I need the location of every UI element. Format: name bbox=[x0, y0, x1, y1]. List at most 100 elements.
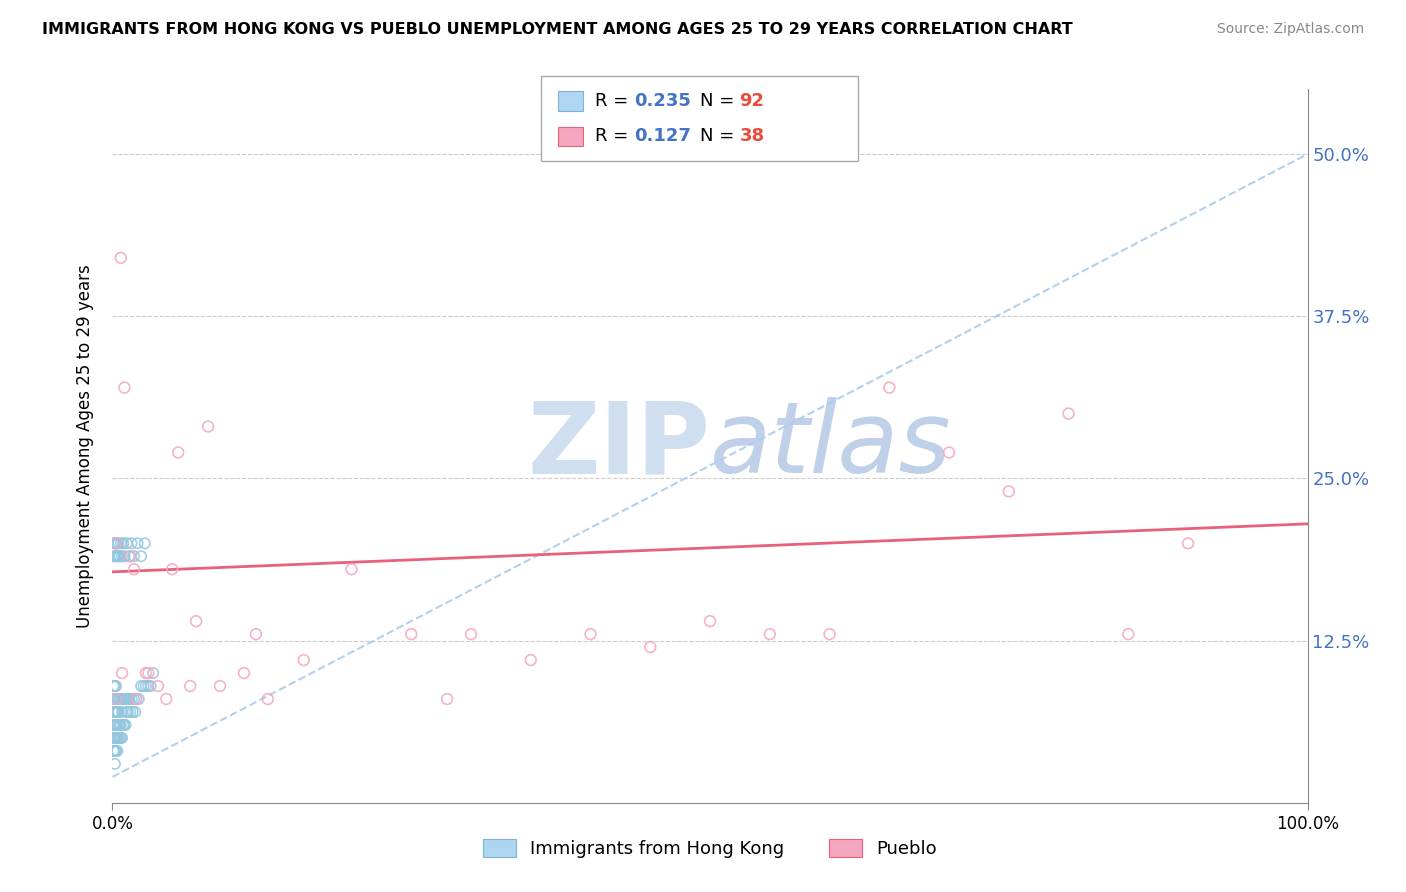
Point bbox=[135, 666, 157, 681]
Point bbox=[107, 731, 129, 745]
Point bbox=[122, 692, 145, 706]
Point bbox=[118, 549, 141, 564]
Point bbox=[103, 536, 125, 550]
Point bbox=[107, 549, 129, 564]
Point bbox=[1057, 407, 1080, 421]
Point bbox=[105, 731, 128, 745]
Y-axis label: Unemployment Among Ages 25 to 29 years: Unemployment Among Ages 25 to 29 years bbox=[76, 264, 94, 628]
Point bbox=[103, 549, 125, 564]
Point bbox=[257, 692, 280, 706]
Point bbox=[998, 484, 1021, 499]
Point bbox=[104, 679, 127, 693]
Point bbox=[111, 731, 134, 745]
Point bbox=[186, 614, 208, 628]
Point bbox=[128, 692, 150, 706]
Point bbox=[292, 653, 315, 667]
Text: R =: R = bbox=[595, 128, 634, 145]
Point bbox=[103, 718, 125, 732]
Point bbox=[104, 549, 127, 564]
Point bbox=[197, 419, 219, 434]
Point bbox=[146, 679, 169, 693]
Point bbox=[108, 549, 131, 564]
Point bbox=[111, 692, 134, 706]
Point bbox=[103, 731, 125, 745]
Point bbox=[117, 692, 139, 706]
Point bbox=[110, 692, 132, 706]
Point bbox=[103, 679, 125, 693]
Point bbox=[132, 679, 155, 693]
Point bbox=[112, 718, 135, 732]
Point bbox=[107, 536, 129, 550]
Point bbox=[115, 705, 138, 719]
Point bbox=[759, 627, 782, 641]
Point bbox=[233, 666, 256, 681]
Point bbox=[162, 562, 183, 576]
Point bbox=[108, 692, 131, 706]
Text: Source: ZipAtlas.com: Source: ZipAtlas.com bbox=[1216, 22, 1364, 37]
Text: 0.235: 0.235 bbox=[634, 92, 690, 110]
Point bbox=[121, 705, 143, 719]
Point bbox=[121, 536, 143, 550]
Point bbox=[105, 744, 128, 758]
Point bbox=[138, 679, 160, 693]
Point bbox=[112, 692, 135, 706]
Point bbox=[111, 549, 134, 564]
Point bbox=[114, 549, 135, 564]
Text: 92: 92 bbox=[740, 92, 765, 110]
Point bbox=[125, 692, 148, 706]
Point bbox=[118, 692, 141, 706]
Point bbox=[110, 731, 132, 745]
Point bbox=[135, 679, 157, 693]
Point bbox=[127, 536, 149, 550]
Point bbox=[105, 705, 128, 719]
Point bbox=[104, 705, 127, 719]
Point bbox=[104, 718, 127, 732]
Point bbox=[105, 692, 128, 706]
Point bbox=[104, 536, 127, 550]
Legend: Immigrants from Hong Kong, Pueblo: Immigrants from Hong Kong, Pueblo bbox=[475, 831, 945, 865]
Point bbox=[121, 692, 143, 706]
Point bbox=[104, 731, 127, 745]
Point bbox=[105, 718, 128, 732]
Point bbox=[105, 536, 128, 550]
Point bbox=[103, 705, 125, 719]
Point bbox=[105, 705, 128, 719]
Point bbox=[167, 445, 190, 459]
Point bbox=[209, 679, 232, 693]
Point bbox=[122, 562, 145, 576]
Point bbox=[104, 744, 127, 758]
Point bbox=[105, 549, 128, 564]
Point bbox=[142, 666, 165, 681]
Point bbox=[104, 692, 127, 706]
Point bbox=[1177, 536, 1199, 550]
Point bbox=[114, 718, 135, 732]
Point bbox=[124, 705, 146, 719]
Point bbox=[108, 718, 131, 732]
Point bbox=[108, 731, 131, 745]
Point bbox=[139, 679, 162, 693]
Point bbox=[699, 614, 721, 628]
Point bbox=[460, 627, 482, 641]
Point bbox=[103, 744, 125, 758]
Point bbox=[134, 536, 156, 550]
Point bbox=[155, 692, 177, 706]
Point bbox=[103, 718, 125, 732]
Point bbox=[117, 705, 139, 719]
Point bbox=[120, 549, 142, 564]
Point bbox=[103, 731, 125, 745]
Point bbox=[115, 692, 138, 706]
Point bbox=[114, 692, 135, 706]
Point bbox=[520, 653, 543, 667]
Point bbox=[125, 692, 148, 706]
Point bbox=[938, 445, 960, 459]
Point bbox=[111, 666, 134, 681]
Point bbox=[114, 718, 136, 732]
Point bbox=[401, 627, 423, 641]
Point bbox=[104, 756, 127, 771]
Point bbox=[105, 536, 128, 550]
Point bbox=[114, 692, 136, 706]
Point bbox=[104, 731, 127, 745]
Point bbox=[105, 744, 128, 758]
Point bbox=[818, 627, 841, 641]
Text: 38: 38 bbox=[740, 128, 765, 145]
